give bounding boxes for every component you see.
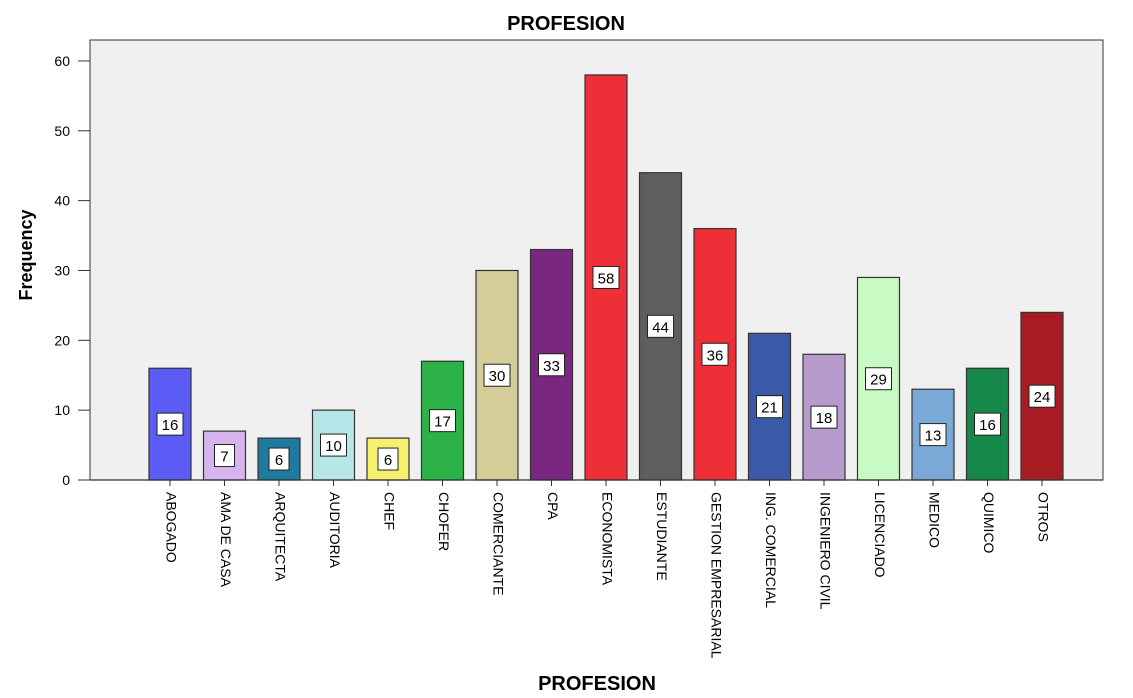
value-label: 6 [275, 452, 283, 469]
value-label: 30 [489, 368, 506, 385]
value-label: 29 [870, 372, 887, 389]
value-label-box [377, 447, 399, 471]
x-tick-label: ECONOMISTA [599, 492, 615, 586]
x-tick-label: ING. COMERCIAL [763, 492, 779, 608]
value-label: 21 [761, 400, 778, 417]
bars-group: 16 7 6 10 6 17 30 33 58 44 36 21 18 29 13 16 24 [148, 74, 1064, 481]
value-label-box [483, 363, 511, 387]
value-label: 24 [1034, 389, 1051, 406]
x-tick-label: AMA DE CASA [218, 492, 234, 588]
x-axis-title: PROFESION [538, 673, 656, 695]
value-label: 33 [543, 358, 560, 375]
x-tick-label: ABOGADO [163, 492, 179, 563]
chart-title: PROFESION [507, 13, 625, 35]
value-label-box [592, 265, 620, 289]
value-label-box [214, 444, 235, 468]
x-tick-label: CHEF [381, 492, 397, 530]
y-tick-label: 40 [54, 193, 70, 209]
value-label: 36 [707, 347, 724, 364]
value-label-box [156, 412, 184, 436]
x-tick-label: GESTION EMPRESARIAL [708, 492, 724, 659]
x-tick-label: QUIMICO [981, 492, 997, 554]
value-label-box [810, 405, 838, 429]
value-label: 17 [434, 414, 451, 431]
value-label-box [701, 342, 729, 366]
value-label-box [429, 409, 456, 433]
value-label-box [1028, 384, 1056, 408]
value-label: 6 [384, 452, 392, 469]
value-label-box [974, 412, 1001, 436]
value-label: 58 [598, 270, 615, 287]
x-tick-label: LICENCIADO [872, 492, 888, 578]
x-tick-label: ESTUDIANTE [654, 492, 670, 581]
value-label: 44 [652, 319, 669, 336]
value-label-box [268, 447, 290, 471]
value-label-box [647, 314, 674, 338]
y-tick-label: 60 [54, 53, 70, 69]
value-label-box [865, 367, 892, 391]
x-tick-label: CPA [545, 492, 561, 520]
value-label-box [538, 353, 565, 377]
x-tick-label: CHOFER [436, 492, 452, 551]
x-tick-label: COMERCIANTE [490, 492, 506, 595]
x-tick-label: INGENIERO CIVIL [817, 492, 833, 610]
y-tick-label: 20 [54, 332, 70, 348]
x-tick-label: AUDITORIA [327, 492, 343, 569]
value-label-box [919, 423, 947, 447]
y-tick-label: 30 [54, 262, 70, 278]
x-tick-label: OTROS [1035, 492, 1051, 542]
y-tick-label: 50 [54, 123, 70, 139]
x-axis: ABOGADO AMA DE CASA ARQUITECTA AUDITORIA CHE… [90, 479, 1103, 659]
value-label-box [756, 395, 783, 419]
value-label: 7 [220, 449, 228, 466]
value-label: 18 [816, 410, 833, 427]
x-tick-label: ARQUITECTA [272, 492, 288, 582]
value-label: 16 [979, 417, 996, 434]
value-label: 10 [325, 438, 342, 455]
x-tick-label: MEDICO [926, 492, 942, 548]
value-label: 13 [925, 428, 942, 445]
value-label: 16 [162, 417, 179, 434]
y-axis-title: Frequency [16, 209, 36, 300]
y-tick-label: 10 [54, 402, 70, 418]
bar [747, 332, 792, 481]
y-tick-label: 0 [62, 472, 70, 488]
y-axis: 0 10 20 30 40 50 60 [54, 53, 90, 488]
value-label-box [320, 433, 347, 457]
